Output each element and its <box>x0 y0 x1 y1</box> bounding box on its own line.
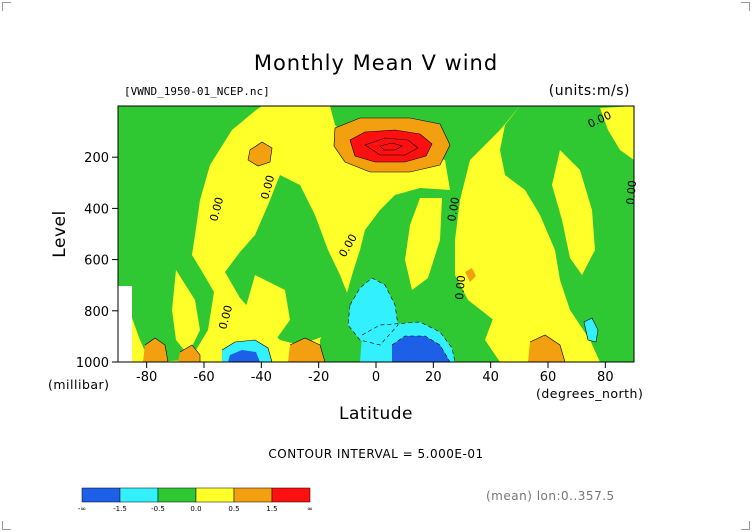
crop-mark-top-left <box>2 2 11 11</box>
contour-label: 0.00 <box>258 174 277 201</box>
contour-interval-note: CONTOUR INTERVAL = 5.000E-01 <box>268 447 483 461</box>
colorbar-label: 0.0 <box>190 505 201 513</box>
contour-fill-yellow <box>172 270 200 355</box>
x-axis: -80 -60 -40 -20 0 20 40 60 80 <box>136 362 614 385</box>
y-tick-label: 800 <box>84 305 109 320</box>
crop-mark-bottom-right <box>741 521 750 530</box>
contour-line <box>361 321 456 362</box>
x-tick-label: 60 <box>540 370 557 385</box>
colorbar-label: -∞ <box>78 505 86 513</box>
x-tick-label: 40 <box>482 370 499 385</box>
y-axis-title: Level <box>50 210 70 257</box>
x-tick-label: -40 <box>251 370 272 385</box>
colorbar-label: 0.5 <box>228 505 239 513</box>
contour-line <box>379 142 403 151</box>
contour-line <box>247 141 273 167</box>
contour-label: 0.00 <box>207 196 226 223</box>
y-axis-unit: (millibar) <box>48 377 110 392</box>
colorbar-swatch <box>271 487 311 503</box>
colorbar-label: ∞ <box>307 505 313 513</box>
contour-line <box>179 344 201 362</box>
y-tick-label: 600 <box>84 254 109 269</box>
y-axis: 200 400 600 800 1000 <box>76 151 118 371</box>
colorbar-swatch <box>233 487 273 503</box>
colorbar-swatch <box>119 487 159 503</box>
x-tick-label: -80 <box>136 370 157 385</box>
contour-fill-yellow <box>405 198 442 290</box>
contour-fill-blue <box>392 336 450 362</box>
y-tick-label: 400 <box>84 202 109 217</box>
contour-label: 0.00 <box>453 275 468 301</box>
x-tick-label: 20 <box>425 370 442 385</box>
contour-fill-cyan <box>584 318 598 342</box>
x-tick-label: -20 <box>308 370 329 385</box>
crop-mark-bottom-left <box>2 521 11 530</box>
contour-line <box>289 337 326 362</box>
contour-label: 0.00 <box>624 180 639 206</box>
mean-note: (mean) lon:0..357.5 <box>486 489 615 503</box>
colorbar-label: -0.5 <box>151 505 165 513</box>
colorbar: -∞ -1.5 -0.5 0.0 0.5 1.5 ∞ <box>78 487 313 513</box>
contour-fill-orange <box>528 335 565 362</box>
x-tick-label: 80 <box>597 370 614 385</box>
contour-fill-yellow <box>552 150 595 275</box>
contour-line <box>221 339 273 362</box>
contour-fill-green <box>118 106 262 362</box>
contour-line <box>529 334 566 362</box>
y-tick-label: 200 <box>84 151 109 166</box>
contour-label: 0.00 <box>216 304 235 331</box>
x-axis-title: Latitude <box>339 404 413 424</box>
plot-area <box>118 106 634 362</box>
contour-fill-green <box>378 230 415 285</box>
contour-label-group: 0.00 0.00 0.00 0.00 0.00 0.00 0.00 0.00 <box>207 109 639 331</box>
contour-lines <box>144 117 599 362</box>
contour-line <box>144 337 169 362</box>
colorbar-label: -1.5 <box>113 505 127 513</box>
crop-mark-top-right <box>741 2 750 11</box>
contour-fill-green <box>160 106 210 165</box>
contour-line <box>583 317 599 343</box>
x-tick-label: -60 <box>193 370 214 385</box>
chart-title: Monthly Mean V wind <box>254 51 498 75</box>
missing-data-area <box>118 286 132 362</box>
contour-label: 0.00 <box>445 196 462 222</box>
contour-fill-orange <box>465 268 476 282</box>
contour-fill-orange <box>143 338 168 362</box>
x-tick-label: 0 <box>372 370 380 385</box>
contour-line <box>364 137 419 156</box>
contour-line <box>349 129 433 163</box>
contour-fill-yellow <box>245 275 290 345</box>
colorbar-label: 1.5 <box>266 505 277 513</box>
units-label: (units:m/s) <box>549 83 630 99</box>
y-tick-label: 1000 <box>76 356 109 371</box>
colorbar-swatch <box>81 487 121 503</box>
contour-fill-blue <box>228 350 260 362</box>
contour-fill-orange <box>178 345 200 362</box>
contour-fill-orange <box>248 142 272 166</box>
x-axis-unit: (degrees_north) <box>536 386 643 401</box>
contour-line <box>347 277 399 346</box>
colorbar-swatch <box>157 487 197 503</box>
colorbar-swatch <box>195 487 235 503</box>
contour-line <box>391 335 451 362</box>
contour-fill-yellow <box>600 106 634 160</box>
contour-fill-orange <box>288 338 325 362</box>
contour-line <box>333 117 451 173</box>
contour-fill-red <box>350 130 432 162</box>
dataset-label: [VWND_1950-01_NCEP.nc] <box>124 85 270 98</box>
